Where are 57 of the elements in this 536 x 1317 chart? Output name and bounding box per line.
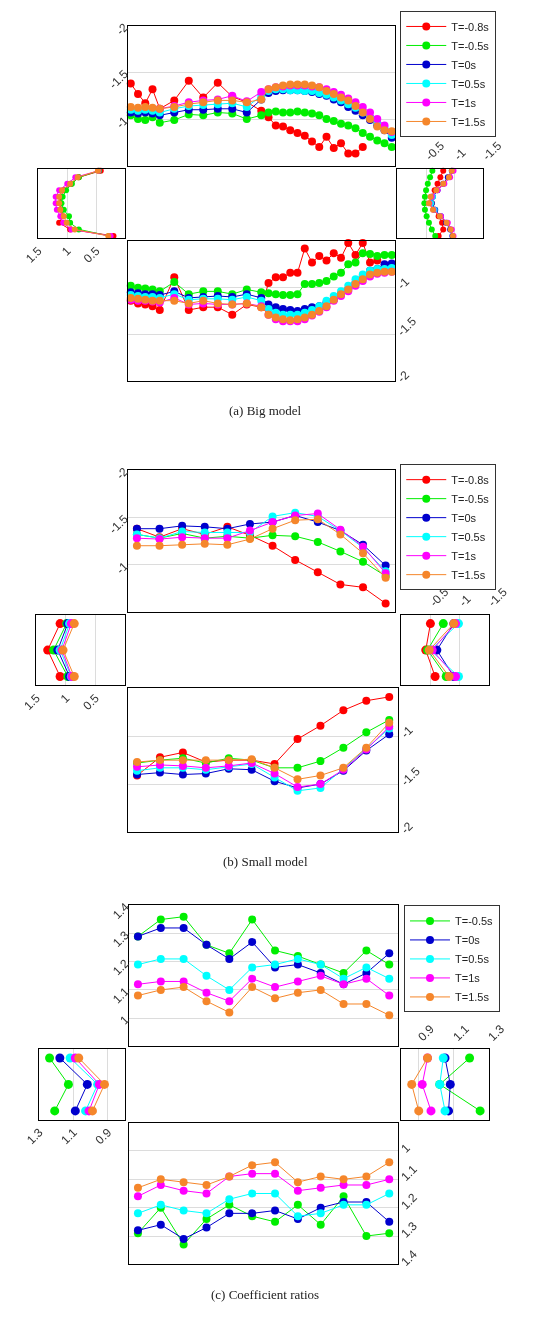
y-tick-label: -2 <box>394 367 413 386</box>
text: (b) Small model <box>223 854 308 869</box>
text: (c) Coefficient ratios <box>211 1287 320 1302</box>
y-tick-label: -1.5 <box>394 314 420 339</box>
x-tick-label: 0.9 <box>92 1125 115 1148</box>
y-tick-label: -1 <box>398 723 416 741</box>
x-tick-label: 1.1 <box>450 1021 473 1044</box>
legend-label: T=-0.5s <box>451 492 490 505</box>
legend-label: T=0.5s <box>454 953 490 966</box>
legend-label: T=0.5s <box>451 530 486 543</box>
legend-label: T=-0.5s <box>454 915 494 928</box>
legend-label: T=1s <box>454 972 481 985</box>
y-tick-label: 1.1 <box>398 1161 421 1184</box>
x-tick-label: 0.5 <box>80 243 103 266</box>
y-tick-label: 1.3 <box>398 1218 421 1241</box>
legend-label: T=-0.8s <box>451 473 490 486</box>
y-tick-label: 1.2 <box>398 1190 421 1213</box>
x-tick-label: 1.3 <box>23 1125 46 1148</box>
y-tick-label: -1 <box>394 274 413 293</box>
y-tick-label: 1.4 <box>110 899 132 922</box>
y-tick-label: -1.5 <box>106 511 132 537</box>
y-tick-label: 1.4 <box>398 1247 421 1269</box>
x-tick-label: -1.5 <box>479 138 505 164</box>
legend-label: T=0s <box>451 58 477 71</box>
x-tick-label: 1 <box>57 690 73 706</box>
legend-label: T=-0.5s <box>451 39 490 52</box>
y-tick-label: 1.2 <box>110 956 132 979</box>
legend-label: T=1.5s <box>451 568 486 581</box>
x-tick-label: 1.5 <box>22 243 45 266</box>
y-tick-label: -1 <box>113 559 132 577</box>
legend-label: T=0s <box>451 511 477 524</box>
x-tick-label: 1.3 <box>485 1021 508 1044</box>
y-tick-label: -1.5 <box>398 763 424 789</box>
legend-label: T=1s <box>451 549 477 562</box>
y-tick-label: 1.1 <box>110 984 132 1007</box>
x-tick-label: -1 <box>456 591 474 610</box>
x-tick-label: -0.5 <box>422 138 448 164</box>
x-tick-label: -1 <box>451 145 469 164</box>
x-tick-label: 1.1 <box>58 1125 81 1148</box>
x-tick-label: 1 <box>58 243 74 259</box>
x-tick-label: 0.5 <box>80 690 103 713</box>
y-tick-label: -1 <box>113 113 132 132</box>
text: (a) Big model <box>229 403 302 418</box>
y-tick-label: -2 <box>398 818 416 837</box>
legend-label: T=0s <box>454 934 481 947</box>
legend-label: T=1.5s <box>451 115 486 128</box>
x-tick-label: 0.9 <box>415 1021 438 1044</box>
legend-label: T=0.5s <box>451 77 486 90</box>
y-tick-label: -2 <box>113 464 132 483</box>
y-tick-label: 1.3 <box>110 928 132 950</box>
x-tick-label: 1.5 <box>21 690 44 713</box>
legend-label: T=-0.8s <box>451 20 490 33</box>
y-tick-label: -1.5 <box>106 66 132 92</box>
legend-label: T=1s <box>451 96 477 109</box>
x-tick-label: -1.5 <box>485 584 511 610</box>
y-tick-label: -2 <box>113 20 132 38</box>
legend-label: T=1.5s <box>454 991 490 1004</box>
